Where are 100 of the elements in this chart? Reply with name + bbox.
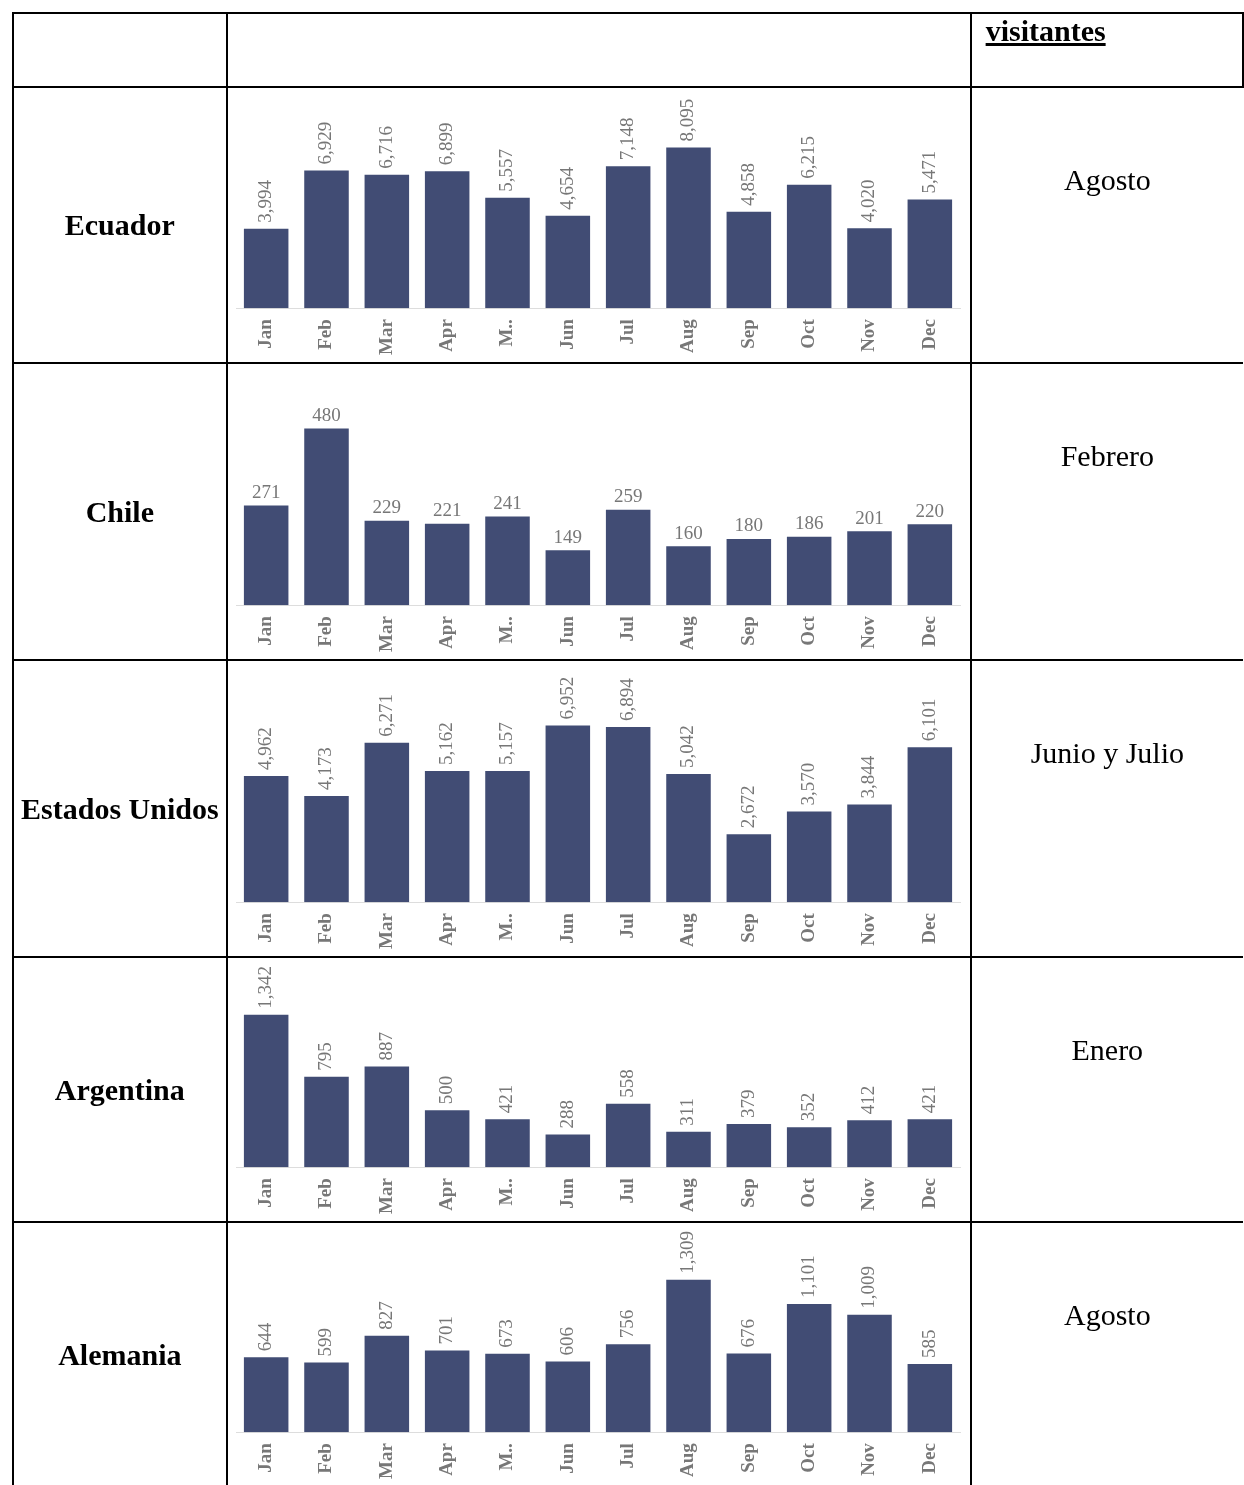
- x-tick-label: Nov: [857, 318, 879, 352]
- data-label: 4,962: [253, 727, 275, 771]
- text: visitantes: [970, 13, 1243, 87]
- bar: [846, 228, 892, 309]
- x-tick-label: Jun: [555, 912, 577, 944]
- bar: [424, 171, 470, 309]
- x-tick-label: Feb: [314, 1443, 336, 1474]
- bar: [303, 1362, 349, 1433]
- bar: [303, 170, 349, 309]
- data-label: 6,952: [555, 676, 577, 720]
- data-label: 201: [854, 506, 884, 528]
- x-tick-label: Sep: [736, 319, 758, 349]
- bar: [846, 1120, 892, 1168]
- data-label: 756: [615, 1309, 637, 1339]
- data-label: 311: [676, 1098, 698, 1126]
- data-label: 500: [434, 1075, 456, 1105]
- data-label: 673: [495, 1319, 517, 1348]
- bar: [726, 1353, 771, 1433]
- x-tick-label: Feb: [314, 1178, 336, 1209]
- x-tick-label: Mar: [374, 912, 396, 950]
- bar: [364, 1066, 409, 1168]
- bar: [303, 796, 349, 903]
- bar: [907, 199, 952, 309]
- data-label: 5,471: [917, 150, 939, 194]
- bar: [907, 747, 952, 903]
- data-label: 795: [314, 1042, 336, 1071]
- bar: [545, 725, 590, 903]
- bar: [484, 1119, 530, 1168]
- bar: [243, 1014, 289, 1168]
- x-tick-label: Jul: [615, 913, 637, 939]
- data-label: 6,101: [917, 698, 939, 742]
- bar: [605, 726, 651, 903]
- bar: [243, 1357, 289, 1433]
- x-tick-label: Dec: [917, 913, 939, 944]
- data-label: 412: [857, 1085, 879, 1115]
- x-tick-label: Jun: [555, 1177, 577, 1209]
- data-label: 180: [734, 514, 763, 536]
- x-tick-label: Oct: [796, 318, 818, 349]
- data-label: 4,858: [736, 162, 758, 206]
- x-tick-label: Aug: [676, 1442, 698, 1477]
- data-label: 676: [736, 1318, 758, 1348]
- x-tick-label: Sep: [736, 1178, 758, 1208]
- x-tick-label: Dec: [917, 1443, 939, 1474]
- data-label: 421: [917, 1084, 939, 1114]
- data-label: 6,716: [374, 126, 396, 169]
- x-tick-label: Apr: [434, 615, 456, 649]
- bar: [303, 1076, 349, 1168]
- data-label: 241: [492, 491, 522, 513]
- x-tick-label: Feb: [314, 616, 336, 647]
- x-tick-label: M..: [495, 1178, 517, 1206]
- bar: [364, 1335, 409, 1433]
- data-label: 701: [434, 1316, 456, 1345]
- bar: [605, 1344, 651, 1433]
- bar: [786, 536, 832, 606]
- x-tick-label: Dec: [917, 319, 939, 350]
- x-tick-label: M..: [495, 913, 517, 941]
- data-label: 271: [251, 480, 281, 502]
- bar: [364, 174, 409, 309]
- x-tick-label: Mar: [374, 1177, 396, 1215]
- data-label: 6,894: [615, 677, 637, 721]
- data-label: 558: [615, 1069, 637, 1098]
- bar: [907, 1119, 952, 1168]
- text: Estados Unidos: [13, 660, 227, 957]
- x-tick-label: M..: [495, 1443, 517, 1471]
- x-tick-label: Aug: [676, 1177, 698, 1212]
- data-label: 5,042: [676, 725, 698, 769]
- data-label: 599: [314, 1327, 336, 1357]
- x-tick-label: Nov: [857, 1442, 879, 1476]
- x-tick-label: Dec: [917, 1178, 939, 1209]
- data-label: 1,342: [253, 966, 275, 1009]
- bar: [665, 774, 711, 903]
- data-label: 4,654: [555, 166, 577, 210]
- x-tick-label: Sep: [736, 913, 758, 943]
- data-label: 1,101: [796, 1255, 818, 1298]
- data-label: 6,215: [796, 136, 818, 179]
- data-label: 220: [915, 499, 944, 521]
- bar: [545, 1134, 590, 1168]
- bar: [605, 166, 651, 309]
- x-tick-label: Sep: [736, 1443, 758, 1473]
- text: Junio y Julio: [1029, 735, 1185, 770]
- data-label: 3,994: [253, 179, 275, 223]
- data-label: 4,020: [857, 179, 879, 223]
- data-label: 887: [374, 1031, 396, 1061]
- x-tick-label: Aug: [676, 318, 698, 353]
- x-tick-label: Jul: [615, 1178, 637, 1204]
- data-label: 229: [372, 496, 401, 518]
- x-tick-label: Apr: [434, 318, 456, 352]
- bar: [786, 1127, 832, 1168]
- bar: [364, 742, 409, 903]
- x-tick-label: Dec: [917, 616, 939, 647]
- x-tick-label: Jun: [555, 615, 577, 647]
- bar: [786, 184, 832, 309]
- bar: [545, 215, 590, 309]
- x-tick-label: Jan: [253, 1442, 275, 1473]
- bar: [665, 546, 711, 606]
- data-label: 5,557: [495, 149, 517, 192]
- x-tick-label: M..: [495, 319, 517, 347]
- data-label: 1,309: [676, 1231, 698, 1274]
- data-label: 606: [555, 1327, 577, 1356]
- data-label: 644: [253, 1322, 275, 1352]
